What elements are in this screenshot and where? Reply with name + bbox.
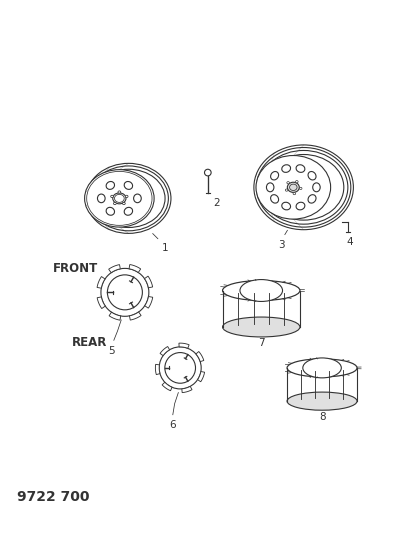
Ellipse shape (111, 195, 113, 198)
Ellipse shape (85, 169, 154, 227)
Text: 6: 6 (169, 420, 175, 430)
Ellipse shape (308, 195, 316, 203)
Text: 1: 1 (162, 244, 169, 253)
Text: 9722 700: 9722 700 (17, 490, 90, 504)
Ellipse shape (113, 193, 126, 204)
Text: 8: 8 (319, 412, 326, 422)
Polygon shape (97, 277, 105, 288)
Ellipse shape (122, 203, 125, 205)
Polygon shape (129, 264, 141, 272)
Ellipse shape (296, 202, 305, 210)
Ellipse shape (287, 392, 357, 410)
Ellipse shape (282, 165, 291, 172)
Polygon shape (182, 386, 192, 393)
Ellipse shape (113, 203, 116, 205)
Text: 7: 7 (258, 338, 265, 348)
Text: 3: 3 (278, 240, 285, 250)
Ellipse shape (124, 207, 133, 215)
Ellipse shape (222, 317, 300, 337)
Polygon shape (145, 296, 153, 308)
Text: FRONT: FRONT (53, 262, 98, 275)
Polygon shape (97, 297, 105, 309)
Ellipse shape (134, 194, 141, 203)
Ellipse shape (97, 194, 105, 203)
Ellipse shape (285, 189, 288, 191)
Polygon shape (109, 264, 120, 273)
Ellipse shape (296, 165, 305, 172)
Ellipse shape (240, 280, 282, 302)
Polygon shape (145, 276, 152, 288)
Polygon shape (129, 312, 141, 320)
Ellipse shape (287, 359, 357, 377)
Ellipse shape (270, 172, 279, 180)
Text: REAR: REAR (72, 336, 107, 349)
Text: 4: 4 (346, 237, 353, 247)
Polygon shape (198, 372, 205, 382)
Ellipse shape (222, 280, 300, 301)
Ellipse shape (296, 181, 298, 183)
Polygon shape (196, 351, 204, 361)
Ellipse shape (118, 191, 121, 193)
Circle shape (165, 352, 196, 383)
Polygon shape (155, 365, 160, 375)
Ellipse shape (106, 182, 115, 189)
Ellipse shape (106, 207, 115, 215)
Circle shape (101, 269, 149, 316)
Ellipse shape (308, 172, 316, 180)
Ellipse shape (124, 182, 133, 189)
Ellipse shape (125, 195, 128, 198)
Polygon shape (162, 382, 172, 391)
Circle shape (205, 169, 211, 176)
Polygon shape (179, 343, 189, 348)
Ellipse shape (293, 192, 296, 195)
Ellipse shape (282, 202, 291, 210)
Ellipse shape (313, 183, 320, 192)
Polygon shape (160, 346, 170, 356)
Text: 5: 5 (109, 346, 115, 356)
Ellipse shape (303, 358, 341, 378)
Polygon shape (109, 312, 121, 320)
Ellipse shape (299, 187, 302, 190)
Ellipse shape (270, 195, 279, 203)
Circle shape (159, 347, 201, 389)
Ellipse shape (287, 182, 299, 192)
Ellipse shape (266, 183, 274, 192)
Circle shape (107, 275, 142, 310)
Ellipse shape (287, 182, 289, 184)
Text: 2: 2 (213, 198, 220, 208)
Ellipse shape (256, 156, 330, 219)
